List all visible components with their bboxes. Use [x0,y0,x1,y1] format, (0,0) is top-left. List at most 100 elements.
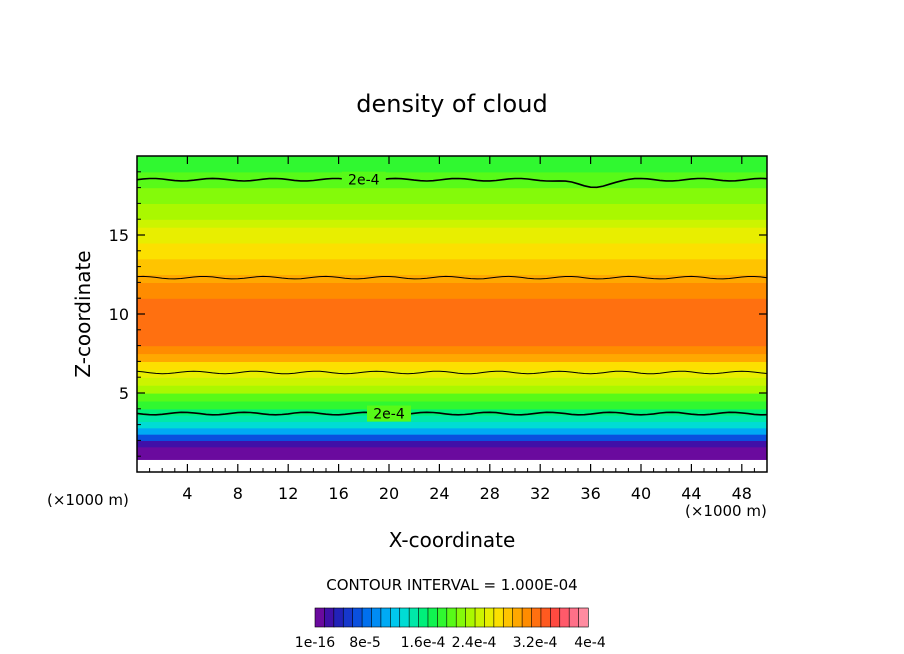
colorbar-swatch [371,607,382,628]
contour-fill-band [137,400,767,410]
colorbar-swatch [474,607,486,628]
x-axis-label: X-coordinate [389,528,516,552]
colorbar-swatch [578,607,589,628]
plot-area: 2e-4 2e-4 [137,156,767,472]
contour-fill-band [137,421,767,429]
contour-fill-band [137,353,767,362]
contour-fill-band [137,385,767,394]
contour-fill-band [137,446,767,454]
y-tick-label: 10 [109,305,129,324]
contour-fill-band [137,440,767,448]
y-tick-label: 15 [109,226,129,245]
contour-fill-band [137,453,767,460]
x-tick-label: 20 [379,484,399,503]
y-axis-ticks: 5 10 15 [109,171,767,457]
colorbar-swatch [314,607,326,628]
x-tick-label: 32 [530,484,550,503]
contour-fill-band [137,434,767,441]
x-tick-label: 12 [278,484,298,503]
contour-fill-band [137,282,767,291]
contour-fill-band [137,163,767,173]
colorbar-swatch [399,607,410,628]
contour-fill-band [137,179,767,189]
contour-line [137,411,767,416]
x-tick-label: 28 [480,484,500,503]
contour-fill-band [137,314,767,331]
colorbar-tick-label: 4e-4 [574,635,606,651]
colorbar-swatch [380,607,391,628]
colorbar-swatch [455,607,467,628]
contour-fill-band [137,306,767,315]
y-axis-label: Z-coordinate [71,250,95,377]
colorbar-swatch [484,607,495,628]
contour-fill-band [137,258,767,268]
contour-fill-band [137,369,767,378]
chart-title: density of cloud [356,90,547,118]
colorbar-swatch [352,607,363,628]
x-tick-label: 24 [429,484,449,503]
colorbar-swatch [437,607,448,628]
color-bands [137,156,767,460]
colorbar-swatch [550,607,561,628]
contour-fill-band [137,274,767,283]
colorbar-swatch [465,607,476,628]
x-tick-label: 36 [580,484,600,503]
x-tick-label: 8 [233,484,243,503]
contour-fill-band [137,195,767,204]
contour-fill-band [137,211,767,220]
contour-fill-band [137,408,767,416]
colorbar-swatch [408,607,420,628]
colorbar-swatch [324,607,335,628]
x-unit-label-left: (×1000 m) [47,491,129,509]
contour-fill-band [137,266,767,276]
x-axis-ticks: 4 8 12 16 20 24 28 32 36 40 44 48 [149,156,755,503]
colorbar-swatch [418,607,429,628]
contour-line [137,275,767,280]
colorbar-tick-label: 1e-16 [295,635,335,651]
contour-fill-band [137,227,767,236]
x-tick-label: 16 [328,484,348,503]
contour-fill-band [137,415,767,423]
x-unit-label-right: (×1000 m) [685,502,767,520]
contour-label: 2e-4 [348,173,380,189]
y-tick-label: 5 [119,384,129,403]
colorbar-swatch [521,607,533,628]
contour-fill-band [137,250,767,260]
contour-label: 2e-4 [373,407,405,423]
colorbar-tick-label: 1.6e-4 [401,635,446,651]
colorbar-swatch [559,607,570,628]
contour-fill-band [137,361,767,370]
contour-fill-band [137,345,767,355]
contour-fill-band [137,156,767,165]
colorbar-swatch [568,607,580,628]
colorbar-swatch [502,607,514,628]
contour-lines: 2e-4 2e-4 [137,171,767,423]
colorbar-tick-label: 3.2e-4 [513,635,558,651]
colorbar [314,607,589,628]
contour-fill-band [137,242,767,252]
colorbar-swatch [361,607,373,628]
contour-fill-band [137,187,767,197]
colorbar-swatch [427,607,438,628]
contour-fill-band [137,203,767,212]
colorbar-swatch [540,607,551,628]
colorbar-tick-label: 8e-5 [349,635,380,651]
contour-fill-band [137,219,767,228]
contour-fill-band [137,235,767,244]
contour-fill-band [137,290,767,299]
contour-line [137,177,767,189]
contour-fill-band [137,298,767,307]
colorbar-swatch [531,607,542,628]
colorbar-swatch [512,607,523,628]
colorbar-swatch [390,607,401,628]
contour-line [137,370,767,375]
colorbar-swatch [333,607,344,628]
contour-label-bg [341,171,386,188]
contour-fill-band [137,427,767,435]
colorbar-swatch [493,607,504,628]
contour-label-bg [367,405,411,422]
colorbar-labels: 1e-16 8e-5 1.6e-4 2.4e-4 3.2e-4 4e-4 [295,635,606,651]
contour-interval-text: CONTOUR INTERVAL = 1.000E-04 [326,576,577,594]
contour-fill-band [137,171,767,181]
